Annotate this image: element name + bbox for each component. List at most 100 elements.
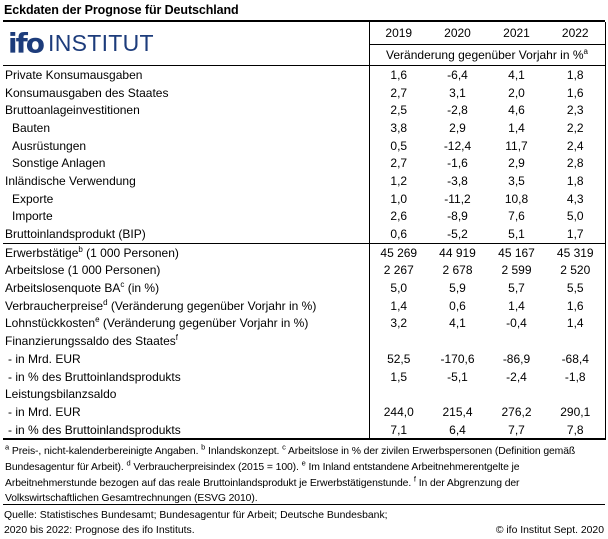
value-cell: 2 678 [442,263,473,278]
ifo-logo: ifo INSTITUT [3,22,369,66]
value-cell: 11,7 [505,138,528,153]
value-cell: 2,5 [368,101,428,120]
table-row: Erwerbstätigeb (1 000 Personen) 45 269 44 … [3,242,605,262]
row-label: Sonstige Anlagen [12,156,106,171]
value-cell: 1,6 [368,65,428,84]
table-row: Konsumausgaben des Staates 2,7 3,1 2,0 1,6 [3,83,605,102]
row-label: Arbeitslosenquote BAc (in %) [5,280,160,296]
source-block: Quelle: Statistisches Bundesamt; Bundesa… [3,504,605,538]
row-label: Arbeitslose (1 000 Personen) [5,263,161,278]
unit-header-row: Veränderung gegenüber Vorjahr in %a [3,44,605,66]
table-row: Finanzierungssaldo des Staatesf [3,332,605,350]
table-row: Leistungsbilanzsaldo [3,385,605,404]
row-label: Exporte [12,191,54,206]
value-cell: 5,0 [566,209,584,224]
row-label: Erwerbstätigeb (1 000 Personen) [3,242,369,262]
value-cell: -2,8 [447,103,468,118]
table-row: Exporte 1,0 -11,2 10,8 4,3 [3,189,605,208]
footnote-marker: f [413,474,416,484]
value-cell: 3,5 [508,173,525,188]
value-cell: 1,6 [566,298,584,313]
row-label: Lohnstückkostene (Veränderung gegenüber … [5,315,309,331]
year-column-2021: 2021 [487,22,546,45]
value-cell: 7,8 [566,422,584,437]
value-cell: 3,8 [368,119,428,137]
value-cell: 7,7 [508,422,525,437]
value-cell: 2,4 [566,138,584,153]
value-cell [487,332,546,350]
row-label: Private Konsumausgaben [5,67,143,82]
row-label: Inländische Verwendung [5,173,136,188]
row-label: - in Mrd. EUR [8,404,81,419]
year-header-row: ifo INSTITUT 2019 2020 2021 2022 [3,22,605,66]
page-title: Eckdaten der Prognose für Deutschland [3,2,605,22]
row-label: - in % des Bruttoinlandsprodukts [8,422,181,437]
value-cell: 0,6 [368,225,428,244]
value-cell: -2,4 [506,369,527,384]
footnote-marker: e [95,315,100,325]
source-line-1: Quelle: Statistisches Bundesamt; Bundesa… [4,510,388,522]
unit-footnote-marker: a [583,47,588,56]
table-row: Arbeitslose (1 000 Personen) 2 267 2 678 2 … [3,261,605,280]
value-cell [546,385,605,403]
source-lines: Quelle: Statistisches Bundesamt; Bundesa… [4,508,388,538]
row-label: Leistungsbilanzsaldo [5,387,117,402]
footnotes: a Preis-, nicht-kalenderbereinigte Angab… [5,442,576,505]
row-label: Bruttoinlandsprodukt (BIP) [5,227,146,242]
table-row: - in % des Bruttoinlandsprodukts 7,1 6,4 7,… [3,420,605,440]
value-cell: 5,0 [368,279,428,297]
value-cell: 1,5 [368,367,428,386]
value-cell: 244,0 [368,403,428,421]
value-cell: 4,1 [449,316,466,331]
table-row: - in Mrd. EUR 52,5 -170,6 -86,9 -68,4 [3,350,605,368]
row-label: Bauten [12,120,51,135]
value-cell: 1,8 [566,173,584,188]
unit-header: Veränderung gegenüber Vorjahr in %a [368,44,605,66]
value-cell: -1,8 [564,369,586,384]
table-row: Inländische Verwendung 1,2 -3,8 3,5 1,8 [3,172,605,190]
table-row: Lohnstückkostene (Veränderung gegenüber … [3,314,605,333]
value-cell: 2,0 [508,85,525,100]
value-cell: 1,4 [508,298,525,313]
value-cell: 1,4 [368,296,428,315]
value-cell: 45 319 [546,242,605,262]
value-cell: 3,1 [449,85,466,100]
value-cell: 4,1 [508,67,525,82]
value-cell: 7,6 [508,209,525,224]
year-column-2022: 2022 [546,22,605,45]
table-row: Sonstige Anlagen 2,7 -1,6 2,9 2,8 [3,154,605,173]
value-cell: -86,9 [502,351,531,366]
value-cell: 1,2 [368,172,428,190]
value-cell: 2,2 [566,120,584,135]
value-cell [487,385,546,403]
value-cell: -6,4 [447,67,468,82]
value-cell: 6,4 [449,422,466,437]
row-label: Bruttoanlageinvestitionen [5,103,140,118]
value-cell: 4,3 [566,191,584,206]
value-cell [368,385,428,404]
value-cell: 4,6 [508,103,525,118]
value-cell: 215,4 [442,404,473,419]
row-label: - in % des Bruttoinlandsprodukts [8,369,181,384]
value-cell: 2,3 [566,103,584,118]
value-cell: 52,5 [368,350,428,368]
table-row: Importe 2,6 -8,9 7,6 5,0 [3,207,605,226]
value-cell: 1,4 [508,120,525,135]
value-cell: -3,8 [447,173,468,188]
footnote-marker: b [78,244,83,254]
value-cell: -8,9 [447,209,468,224]
table-row: Ausrüstungen 0,5 -12,4 11,7 2,4 [3,136,605,155]
footnote-marker: e [301,458,306,468]
table-row: Verbraucherpreised (Veränderung gegenübe… [3,296,605,315]
value-cell [428,332,487,350]
value-cell: 2,6 [368,207,428,226]
value-cell: 0,5 [368,136,428,155]
value-cell: -5,2 [447,227,468,242]
value-cell: 45 167 [487,242,546,262]
value-cell: -1,6 [447,156,468,171]
row-label: Ausrüstungen [12,138,87,153]
row-label: - in Mrd. EUR [8,351,81,366]
value-cell: 1,6 [566,85,584,100]
value-cell: 2 599 [501,263,532,278]
value-cell: 44 919 [428,242,487,262]
